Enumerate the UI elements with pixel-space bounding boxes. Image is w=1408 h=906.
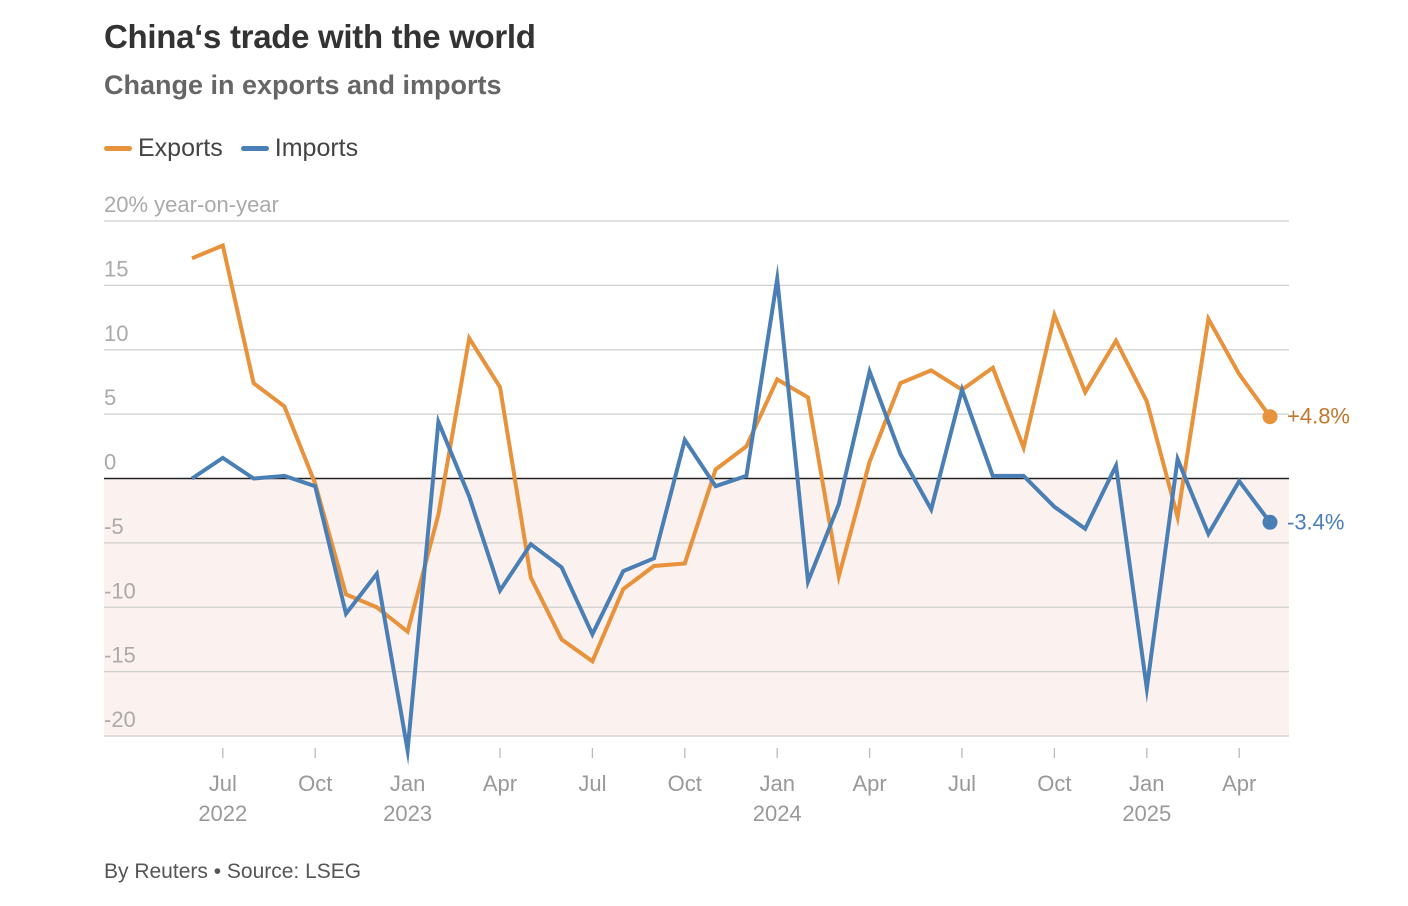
end-marker-exports xyxy=(1262,409,1278,425)
x-year-label: 2022 xyxy=(198,801,247,826)
series-line-imports xyxy=(190,263,1272,766)
end-marker-imports xyxy=(1262,514,1278,530)
x-tick-label: Jul xyxy=(209,771,237,796)
end-label-imports: -3.4% xyxy=(1287,509,1344,534)
y-tick-label: -5 xyxy=(104,514,124,539)
legend-label-exports: Exports xyxy=(138,134,223,162)
x-tick-label: Jan xyxy=(759,771,794,796)
source-note: By Reuters • Source: LSEG xyxy=(104,860,362,883)
y-tick-label: 20% year-on-year xyxy=(104,192,279,217)
legend-item-imports: Imports xyxy=(240,134,359,163)
x-tick-label: Jul xyxy=(578,771,606,796)
legend-label-imports: Imports xyxy=(274,134,359,162)
x-tick-label: Apr xyxy=(852,771,886,796)
chart-title: China‘s trade with the world xyxy=(104,18,536,55)
y-tick-label: -15 xyxy=(104,643,136,668)
x-tick-label: Oct xyxy=(668,771,702,796)
y-tick-label: 5 xyxy=(104,385,116,410)
y-tick-label: 15 xyxy=(104,256,128,281)
x-tick-label: Jan xyxy=(390,771,425,796)
x-tick-label: Oct xyxy=(298,771,332,796)
x-tick-label: Apr xyxy=(483,771,517,796)
y-tick-label: -20 xyxy=(104,707,136,732)
x-year-label: 2023 xyxy=(383,801,432,826)
y-tick-label: 0 xyxy=(104,450,116,475)
x-year-label: 2024 xyxy=(753,801,802,826)
legend-swatch-imports xyxy=(240,146,269,151)
legend: Exports Imports xyxy=(104,134,376,163)
series-line-exports xyxy=(191,242,1272,665)
x-tick-label: Apr xyxy=(1222,771,1256,796)
legend-swatch-exports xyxy=(104,146,132,151)
x-tick-label: Jul xyxy=(948,771,976,796)
y-tick-label: -10 xyxy=(104,578,136,603)
x-tick-label: Oct xyxy=(1037,771,1071,796)
y-tick-label: 10 xyxy=(104,321,128,346)
chart-subtitle: Change in exports and imports xyxy=(104,70,502,100)
x-tick-label: Jan xyxy=(1129,771,1164,796)
legend-item-exports: Exports xyxy=(104,134,223,163)
end-label-exports: +4.8% xyxy=(1287,404,1350,429)
x-year-label: 2025 xyxy=(1122,801,1171,826)
